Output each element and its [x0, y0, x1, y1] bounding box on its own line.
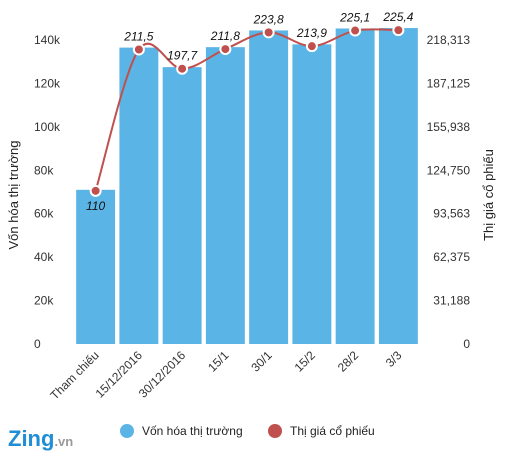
x-tick-label: 28/2 — [335, 348, 362, 375]
logo-suffix: .vn — [54, 434, 73, 449]
bar — [335, 28, 375, 345]
left-tick-label: 0 — [34, 337, 41, 351]
svg-text:Zing.vn: Zing.vn — [8, 426, 73, 451]
right-tick-label: 124,750 — [427, 163, 471, 177]
price-point — [262, 26, 275, 39]
legend: Vốn hóa thị trường Thị giá cổ phiếu — [120, 424, 375, 438]
bar — [378, 28, 418, 345]
price-point — [132, 43, 145, 56]
bar — [292, 44, 332, 344]
bar-series-market-cap — [76, 28, 418, 345]
left-tick-label: 60k — [34, 207, 54, 221]
price-data-label: 211,5 — [123, 29, 153, 43]
right-tick-label: 31,188 — [433, 294, 470, 308]
line-series-share-price: 110 211,5 197,7 211,8 223,8 213,9 225,1 225,4 — [86, 10, 414, 213]
price-data-label: 223,8 — [253, 12, 284, 26]
bar — [162, 67, 202, 345]
left-axis-title: Vốn hóa thị trường — [6, 140, 21, 249]
bar — [119, 47, 159, 344]
left-axis-ticks: 0 20k 40k 60k 80k 100k 120k 140k — [34, 33, 61, 351]
x-tick-label: Tham chiếu — [48, 348, 102, 402]
right-tick-label: 0 — [463, 337, 470, 351]
x-tick-label: 15/2 — [292, 348, 319, 375]
right-tick-label: 155,938 — [427, 120, 471, 134]
logo-brand: Zing — [8, 426, 54, 451]
bar — [205, 47, 245, 345]
price-data-label: 225,4 — [382, 10, 413, 24]
x-tick-label: 3/3 — [383, 348, 405, 370]
right-tick-label: 93,563 — [433, 207, 470, 221]
left-tick-label: 80k — [34, 163, 54, 177]
x-tick-label: 15/1 — [205, 348, 232, 375]
price-point — [305, 40, 318, 53]
price-point — [176, 62, 189, 75]
right-axis-ticks: 0 31,188 62,375 93,563 124,750 155,938 187,125… — [427, 33, 471, 351]
left-tick-label: 140k — [34, 33, 61, 47]
price-point — [89, 184, 102, 197]
right-tick-label: 187,125 — [427, 76, 471, 90]
left-tick-label: 20k — [34, 294, 54, 308]
legend-label-share-price: Thị giá cổ phiếu — [290, 424, 375, 438]
bar — [249, 30, 289, 345]
right-tick-label: 218,313 — [427, 33, 471, 47]
price-data-label: 110 — [86, 199, 105, 213]
legend-marker-share-price — [268, 424, 282, 438]
zing-logo: Zing.vn — [8, 426, 73, 451]
right-axis-title: Thị giá cổ phiếu — [481, 149, 496, 241]
price-point — [219, 43, 232, 56]
price-point — [349, 24, 362, 37]
legend-marker-market-cap — [120, 424, 134, 438]
price-data-label: 197,7 — [167, 49, 198, 63]
x-tick-label: 30/12/2016 — [136, 348, 189, 401]
legend-label-market-cap: Vốn hóa thị trường — [142, 424, 243, 438]
price-data-label: 211,8 — [210, 29, 240, 43]
price-point — [392, 24, 405, 37]
x-tick-label: 30/1 — [248, 348, 275, 375]
price-data-label: 225,1 — [339, 11, 370, 25]
right-tick-label: 62,375 — [433, 250, 470, 264]
bar — [76, 189, 116, 344]
left-tick-label: 100k — [34, 120, 61, 134]
left-tick-label: 120k — [34, 76, 61, 90]
left-tick-label: 40k — [34, 250, 54, 264]
price-data-label: 213,9 — [296, 26, 327, 40]
